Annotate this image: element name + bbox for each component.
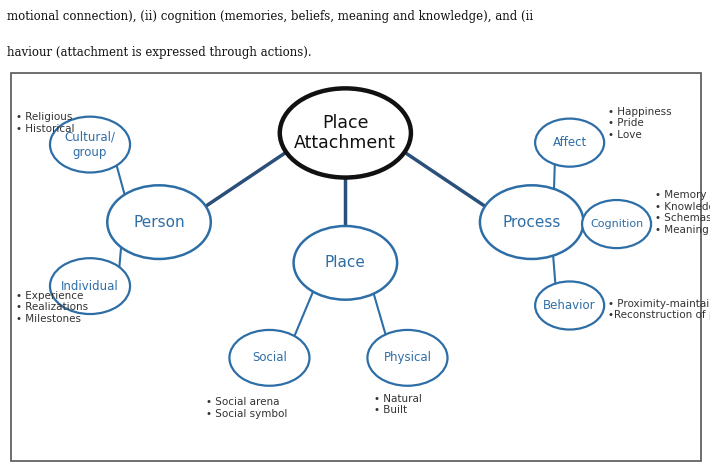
Text: Process: Process bbox=[503, 215, 561, 230]
Text: Social: Social bbox=[252, 352, 287, 364]
Ellipse shape bbox=[535, 282, 604, 329]
Text: Individual: Individual bbox=[61, 280, 119, 293]
Text: Cultural/
group: Cultural/ group bbox=[65, 131, 116, 158]
Text: • Experience
• Realizations
• Milestones: • Experience • Realizations • Milestones bbox=[16, 291, 88, 324]
Ellipse shape bbox=[50, 258, 130, 314]
Text: • Memory
• Knowledge
• Schemas
• Meaning: • Memory • Knowledge • Schemas • Meaning bbox=[655, 190, 710, 235]
Text: Place: Place bbox=[325, 255, 366, 270]
Text: haviour (attachment is expressed through actions).: haviour (attachment is expressed through… bbox=[7, 46, 312, 59]
Text: Behavior: Behavior bbox=[543, 299, 596, 312]
Text: Affect: Affect bbox=[552, 136, 586, 149]
Ellipse shape bbox=[229, 330, 310, 386]
Ellipse shape bbox=[582, 200, 651, 248]
Text: • Natural
• Built: • Natural • Built bbox=[374, 393, 422, 415]
Ellipse shape bbox=[294, 226, 397, 300]
Ellipse shape bbox=[50, 117, 130, 172]
Text: Cognition: Cognition bbox=[590, 219, 643, 229]
Text: • Religious
• Historical: • Religious • Historical bbox=[16, 112, 75, 134]
Text: • Proximity-maintaining
•Reconstruction of place: • Proximity-maintaining •Reconstruction … bbox=[608, 298, 710, 320]
Ellipse shape bbox=[368, 330, 447, 386]
Text: motional connection), (ii) cognition (memories, beliefs, meaning and knowledge),: motional connection), (ii) cognition (me… bbox=[7, 10, 533, 23]
Text: Physical: Physical bbox=[383, 352, 432, 364]
Text: • Happiness
• Pride
• Love: • Happiness • Pride • Love bbox=[608, 107, 672, 140]
Ellipse shape bbox=[107, 185, 211, 259]
Text: Person: Person bbox=[133, 215, 185, 230]
Text: Place
Attachment: Place Attachment bbox=[295, 114, 396, 152]
Ellipse shape bbox=[280, 88, 411, 178]
Ellipse shape bbox=[535, 118, 604, 167]
Text: • Social arena
• Social symbol: • Social arena • Social symbol bbox=[206, 398, 288, 419]
Ellipse shape bbox=[480, 185, 584, 259]
